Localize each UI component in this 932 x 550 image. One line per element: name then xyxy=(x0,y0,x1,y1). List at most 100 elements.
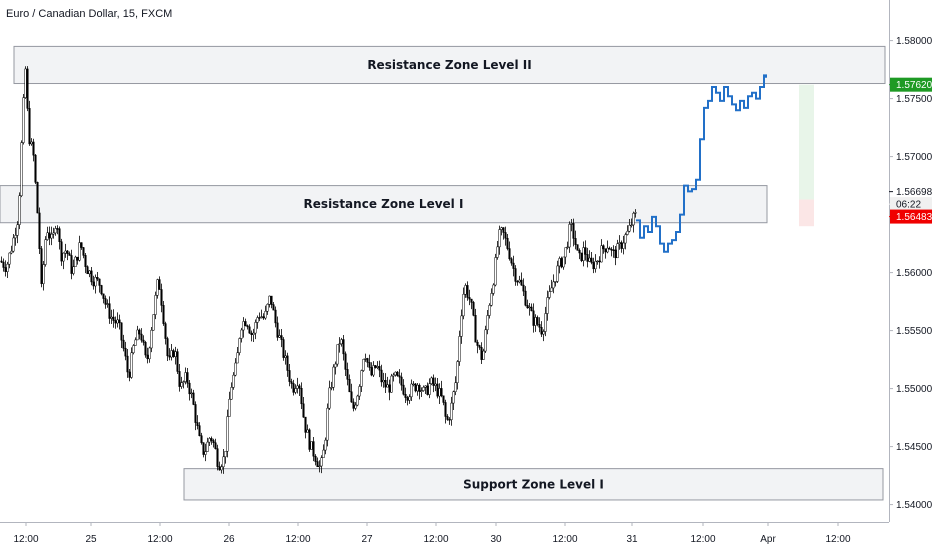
candle-body xyxy=(466,285,469,298)
candle-body xyxy=(360,370,363,387)
candle-body xyxy=(402,384,405,395)
zone-label: Resistance Zone Level I xyxy=(304,197,464,211)
candle-body xyxy=(472,302,475,316)
candle-body xyxy=(150,329,153,349)
candle-body xyxy=(362,359,365,371)
candle-body xyxy=(226,416,229,452)
y-tick-label: 1.55500 xyxy=(896,326,932,337)
candle-body xyxy=(134,339,137,346)
candle-body xyxy=(222,456,225,468)
candle-body xyxy=(36,182,39,214)
candle-body xyxy=(614,249,617,259)
candle-body xyxy=(598,260,601,263)
candle-body xyxy=(448,419,451,421)
candle-body xyxy=(14,235,17,239)
candle-body xyxy=(200,435,203,443)
candle-body xyxy=(102,293,105,299)
candle-body xyxy=(398,375,401,378)
candle-body xyxy=(620,242,623,249)
candle-body xyxy=(188,382,191,395)
candle-body xyxy=(118,319,121,324)
candle-body xyxy=(450,402,453,420)
candle-body xyxy=(212,440,215,443)
candle-body xyxy=(138,329,141,335)
candle-body xyxy=(236,352,239,364)
candle-body xyxy=(546,297,549,314)
candle-body xyxy=(190,392,193,395)
candle-body xyxy=(86,266,89,275)
candle-body xyxy=(416,384,419,392)
candle-body xyxy=(440,388,443,397)
candle-body xyxy=(148,347,151,360)
candle-body xyxy=(508,248,511,260)
projection-line xyxy=(636,74,767,253)
x-tick-label: 12:00 xyxy=(13,534,38,545)
candle-body xyxy=(94,277,97,287)
candle-body xyxy=(162,305,165,324)
candle-body xyxy=(318,465,321,468)
candle-body xyxy=(152,314,155,331)
x-tick-label: 12:00 xyxy=(825,534,850,545)
candle-body xyxy=(50,233,53,239)
candle-body xyxy=(116,319,119,324)
zone-box[interactable] xyxy=(183,468,884,501)
candle-body xyxy=(424,385,427,388)
candles-layer xyxy=(0,66,637,474)
candle-body xyxy=(136,329,139,341)
candle-body xyxy=(72,266,75,274)
zone-box[interactable] xyxy=(13,45,886,85)
candle-body xyxy=(366,358,369,363)
candle-body xyxy=(562,256,565,268)
candle-body xyxy=(270,295,273,305)
candle-body xyxy=(52,232,55,235)
candle-body xyxy=(612,249,615,251)
candle-body xyxy=(184,372,187,382)
candle-body xyxy=(534,317,537,326)
zone-box[interactable] xyxy=(0,185,768,224)
candle-body xyxy=(276,322,279,338)
candle-body xyxy=(42,264,45,284)
x-tick-label: 12:00 xyxy=(423,534,448,545)
candle-body xyxy=(174,351,177,357)
candle-body xyxy=(624,234,627,244)
candle-body xyxy=(338,343,341,345)
y-tick-label: 1.54500 xyxy=(896,442,932,453)
candle-body xyxy=(98,278,101,286)
candle-body xyxy=(272,304,275,311)
candle-body xyxy=(320,457,323,467)
candle-body xyxy=(592,262,595,270)
candle-body xyxy=(154,295,157,315)
candle-body xyxy=(266,303,269,312)
candle-body xyxy=(6,263,9,272)
candle-body xyxy=(238,338,241,353)
candle-body xyxy=(558,258,561,267)
y-tick-label: 1.56000 xyxy=(896,268,932,279)
candle-body xyxy=(242,321,245,331)
candle-body xyxy=(382,380,385,383)
candle-body xyxy=(576,244,579,251)
candle-body xyxy=(284,355,287,358)
candle-body xyxy=(348,379,351,393)
x-tick-label: 31 xyxy=(626,534,638,545)
candle-body xyxy=(608,247,611,250)
candle-body xyxy=(108,303,111,319)
price-labels: 1.57620 1.56698 06:221.56483 xyxy=(889,77,932,224)
candle-body xyxy=(158,279,161,290)
candle-body xyxy=(274,309,277,324)
candle-body xyxy=(468,297,471,300)
candle-body xyxy=(634,212,637,214)
candle-body xyxy=(144,342,147,356)
candle-body xyxy=(322,449,325,458)
candle-body xyxy=(400,376,403,386)
candle-body xyxy=(78,242,81,261)
candle-body xyxy=(502,227,505,233)
candle-body xyxy=(26,68,29,109)
candle-body xyxy=(500,227,503,230)
candle-body xyxy=(548,291,551,298)
candle-body xyxy=(446,416,449,420)
candle-body xyxy=(38,212,41,249)
candle-body xyxy=(518,279,521,283)
candle-body xyxy=(354,404,357,409)
candle-body xyxy=(526,305,529,309)
